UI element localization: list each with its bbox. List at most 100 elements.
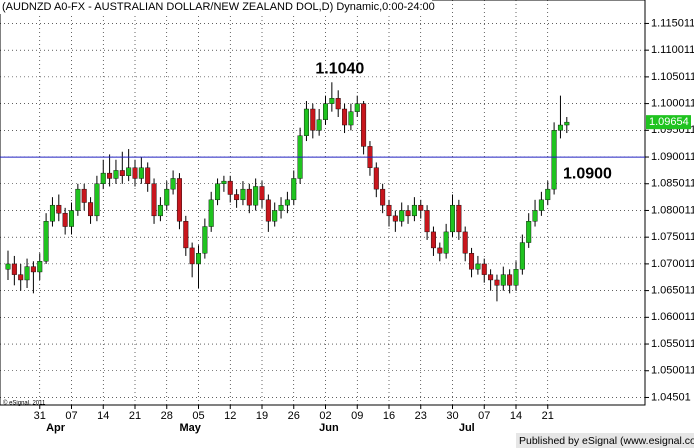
candle-body [475,263,481,270]
candle-body [176,178,182,222]
candle-body [208,199,214,227]
candle-body [399,210,405,222]
candle-body [557,124,563,131]
candle-body [68,210,74,227]
x-tick-label: 09 [351,410,363,422]
candle-body [278,204,284,211]
candle-body [37,261,43,273]
candle-body [538,199,544,211]
candle-body [253,186,259,206]
candle-body [526,221,532,243]
candle-body [456,204,462,233]
last-value-box [646,115,691,130]
title-bg [0,0,432,14]
candle-body [221,180,227,184]
candle-body [386,204,392,217]
candle-body [132,167,138,179]
x-tick-label: 14 [97,410,109,422]
footer-bg [516,433,694,448]
candle-body [405,210,411,217]
candle-body [342,108,348,126]
x-tick-label: 23 [415,410,427,422]
y-tick-label: 1.075011 [651,231,694,243]
candle-body [335,98,341,110]
candle-body [424,210,430,233]
candle-body [564,121,570,126]
candle-body [234,194,240,201]
y-tick-label: 1.060011 [651,311,694,323]
candle-body [329,98,335,104]
candle-body [126,167,132,176]
candle-body [164,188,170,206]
candle-body [215,183,221,201]
candle-body [75,188,81,211]
candle-body [392,215,398,222]
candle-body [265,199,271,222]
copyright: © eSignal, 2011 [3,400,46,407]
y-tick-label: 1.105011 [651,71,694,83]
candle-body [151,183,157,217]
month-label: May [179,422,201,434]
candle-body [119,170,125,176]
candle-body [107,172,113,179]
peak-annotation: 1.1040 [315,61,364,78]
y-tick-label: 1.085011 [651,178,694,190]
x-tick-label: 19 [256,410,268,422]
y-tick-label: 1.070011 [651,258,694,270]
candle-body [507,274,513,286]
candle-body [49,204,55,222]
candle-body [94,183,100,217]
x-tick-label: 02 [319,410,331,422]
candle-body [310,108,316,131]
y-tick-label: 1.090011 [651,151,694,163]
candle-body [246,188,252,206]
candle-body [227,180,233,195]
y-tick-label: 1.110011 [651,44,694,56]
chart-title: (AUDNZD A0-FX - AUSTRALIAN DOLLAR/NEW ZE… [2,1,435,13]
month-label: Apr [46,422,66,434]
candle-body [157,204,163,217]
candle-body [170,178,176,190]
y-tick-label: 1.080011 [651,204,694,216]
candle-body [24,266,30,281]
candle-body [380,188,386,206]
month-label: Jun [319,422,339,434]
x-tick-label: 31 [34,410,46,422]
plot-area [0,0,646,406]
candle-body [100,172,106,184]
candle-body [43,221,49,262]
x-tick-label: 14 [510,410,522,422]
candle-body [323,103,329,120]
candle-body [138,167,144,179]
candle-body [259,186,265,201]
reference-label: 1.0900 [563,165,612,182]
candle-body [551,130,557,190]
candle-body [303,108,309,136]
candle-body [284,199,290,206]
candle-body [113,170,119,179]
candle-body [430,231,436,249]
candle-body [348,111,354,126]
candle-body [11,263,17,275]
y-tick-label: 1.055011 [651,338,694,350]
candle-body [183,221,189,249]
x-tick-label: 26 [288,410,300,422]
candle-body [481,263,487,275]
candle-body [545,188,551,201]
candle-body [18,274,24,281]
footer: Published by eSignal (www.esignal.com) [519,435,694,447]
x-tick-label: 30 [446,410,458,422]
candle-body [62,212,68,227]
candle-body [81,188,87,203]
candle-body [437,247,443,254]
candle-body [411,204,417,217]
candle-body [532,210,538,222]
candle-body [519,242,525,270]
candle-body [189,247,195,265]
candle-body [354,103,360,112]
x-tick-label: 16 [383,410,395,422]
y-tick-label: 1.115011 [651,17,694,29]
x-tick-label: 07 [478,410,490,422]
candle-body [202,226,208,254]
